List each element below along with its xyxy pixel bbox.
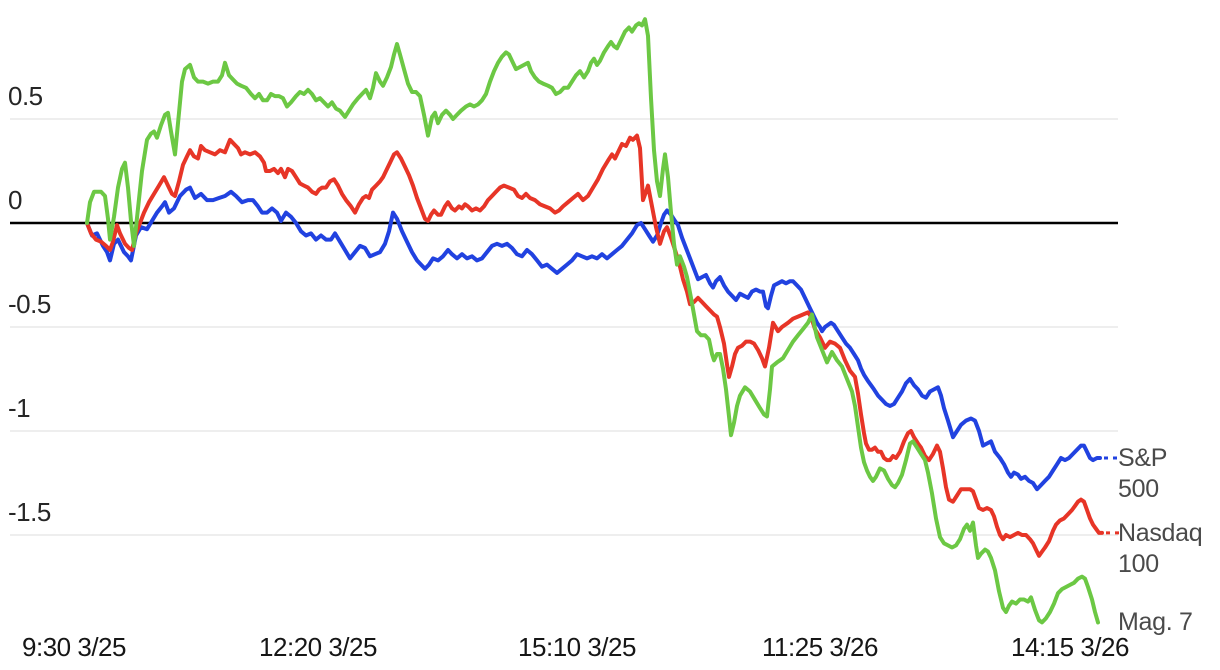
x-tick-label: 9:30 3/25 bbox=[22, 632, 126, 662]
y-tick-label: -0.5 bbox=[8, 289, 51, 319]
series-line-nasdaq100 bbox=[85, 133, 1104, 558]
x-tick-label: 15:10 3/25 bbox=[518, 632, 636, 662]
y-tick-label: -1.5 bbox=[8, 497, 51, 527]
y-tick-label: -1 bbox=[8, 393, 31, 423]
y-tick-label: 0 bbox=[8, 185, 22, 215]
series-label-mag7: Mag. 7 bbox=[1118, 607, 1193, 638]
x-tick-label: 14:15 3/26 bbox=[1011, 632, 1129, 662]
series-label-nasdaq100: Nasdaq 100 bbox=[1118, 518, 1203, 580]
series-label-line: Nasdaq bbox=[1118, 518, 1203, 547]
x-tick-label: 11:25 3/26 bbox=[762, 632, 878, 662]
series-line-sp500 bbox=[85, 185, 1102, 492]
series-label-sp500: S&P 500 bbox=[1118, 443, 1167, 505]
y-tick-label: 0.5 bbox=[8, 81, 43, 111]
series-line-mag7 bbox=[85, 17, 1100, 625]
series-label-line: Mag. 7 bbox=[1118, 608, 1193, 637]
x-tick-label: 12:20 3/25 bbox=[259, 632, 377, 662]
series-label-line: 100 bbox=[1118, 549, 1159, 578]
series-label-line: 500 bbox=[1118, 475, 1159, 504]
series-label-line: S&P bbox=[1118, 444, 1168, 473]
